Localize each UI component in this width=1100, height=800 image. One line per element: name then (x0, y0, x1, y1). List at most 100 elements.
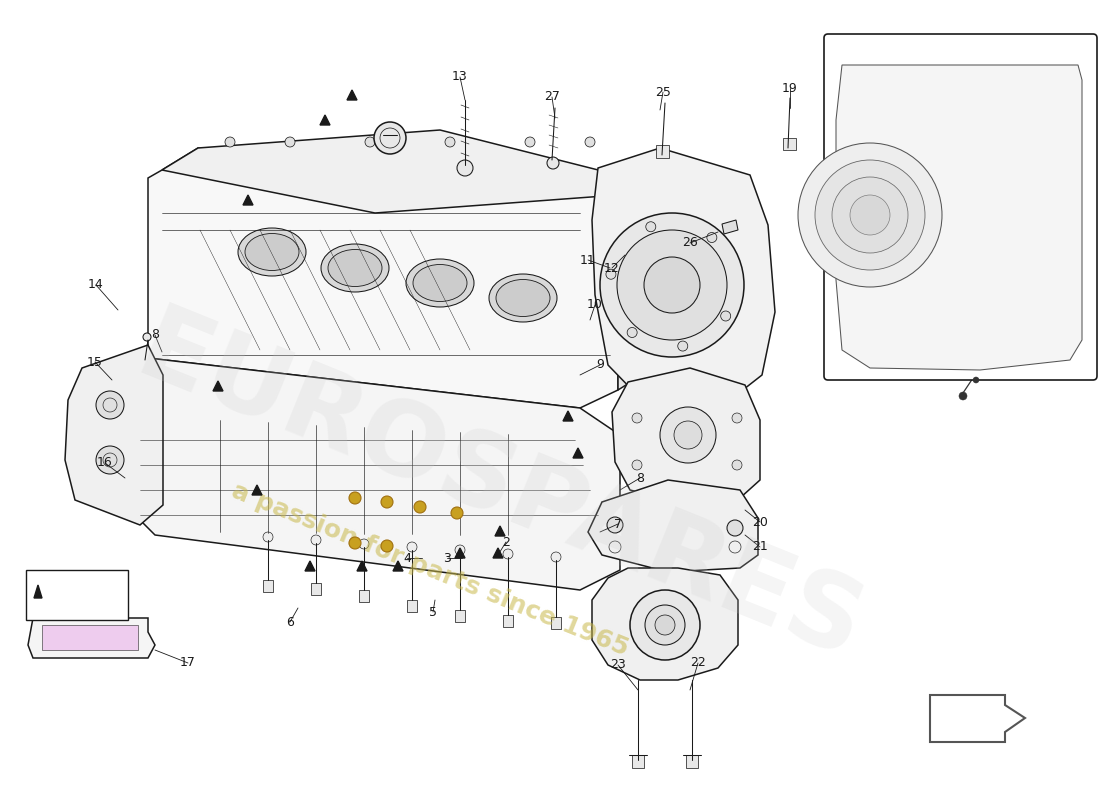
Text: 26: 26 (682, 237, 697, 250)
Polygon shape (359, 590, 369, 602)
Text: 17: 17 (180, 657, 196, 670)
Polygon shape (632, 755, 644, 768)
Circle shape (503, 549, 513, 559)
Polygon shape (618, 155, 650, 390)
Polygon shape (592, 148, 776, 408)
Text: EUROSPARES: EUROSPARES (123, 298, 877, 682)
Text: 21: 21 (752, 541, 768, 554)
Circle shape (96, 391, 124, 419)
Circle shape (456, 160, 473, 176)
Circle shape (143, 333, 151, 341)
Circle shape (381, 540, 393, 552)
Circle shape (455, 545, 465, 555)
FancyBboxPatch shape (26, 570, 128, 620)
Text: 4: 4 (403, 551, 411, 565)
Polygon shape (656, 145, 669, 158)
Text: 22: 22 (690, 657, 706, 670)
Polygon shape (592, 568, 738, 680)
Text: 11: 11 (580, 254, 596, 266)
Ellipse shape (245, 234, 299, 270)
Polygon shape (407, 600, 417, 612)
Circle shape (263, 532, 273, 542)
Circle shape (226, 137, 235, 147)
Text: 27: 27 (544, 90, 560, 103)
Ellipse shape (496, 279, 550, 317)
Circle shape (678, 341, 688, 351)
Ellipse shape (406, 259, 474, 307)
Circle shape (707, 233, 717, 242)
Polygon shape (503, 615, 513, 627)
Text: 10: 10 (587, 298, 603, 311)
Circle shape (660, 407, 716, 463)
Circle shape (585, 137, 595, 147)
Text: 12: 12 (604, 262, 620, 274)
Polygon shape (551, 617, 561, 629)
Polygon shape (455, 610, 465, 622)
Polygon shape (243, 195, 253, 205)
Circle shape (381, 496, 393, 508)
Circle shape (727, 520, 742, 536)
Text: 7: 7 (614, 518, 622, 530)
Polygon shape (148, 148, 618, 408)
Text: 14: 14 (88, 278, 103, 291)
Text: = 1: = 1 (68, 586, 90, 598)
Circle shape (732, 460, 742, 470)
Circle shape (349, 537, 361, 549)
Circle shape (654, 615, 675, 635)
Circle shape (349, 492, 361, 504)
Circle shape (617, 230, 727, 340)
Polygon shape (563, 411, 573, 421)
Circle shape (645, 605, 685, 645)
Text: 3: 3 (443, 551, 451, 565)
Circle shape (407, 542, 417, 552)
Text: 8: 8 (151, 329, 160, 342)
Circle shape (632, 413, 642, 423)
Circle shape (446, 137, 455, 147)
Circle shape (414, 501, 426, 513)
Circle shape (850, 195, 890, 235)
Polygon shape (358, 561, 367, 571)
Circle shape (607, 517, 623, 533)
Text: 5: 5 (429, 606, 437, 618)
Text: 40: 40 (1034, 311, 1049, 325)
Polygon shape (493, 548, 503, 558)
Circle shape (547, 157, 559, 169)
Circle shape (525, 137, 535, 147)
Circle shape (832, 177, 908, 253)
Polygon shape (393, 561, 403, 571)
Polygon shape (305, 561, 315, 571)
Circle shape (606, 270, 616, 279)
Text: 18: 18 (1034, 282, 1049, 294)
Ellipse shape (412, 265, 468, 302)
Circle shape (674, 421, 702, 449)
Circle shape (551, 552, 561, 562)
Text: 16: 16 (97, 457, 113, 470)
Text: 19: 19 (782, 82, 797, 94)
Polygon shape (686, 755, 698, 768)
FancyBboxPatch shape (824, 34, 1097, 380)
Circle shape (451, 507, 463, 519)
Text: 25: 25 (656, 86, 671, 98)
Circle shape (627, 327, 637, 338)
Circle shape (600, 213, 744, 357)
Circle shape (365, 137, 375, 147)
Polygon shape (130, 358, 620, 590)
Circle shape (646, 222, 656, 232)
Text: 24: 24 (1034, 251, 1049, 265)
Circle shape (720, 311, 730, 321)
Polygon shape (930, 695, 1025, 742)
Circle shape (311, 535, 321, 545)
Polygon shape (42, 625, 138, 650)
Text: a passion for parts since 1965: a passion for parts since 1965 (228, 479, 632, 661)
Circle shape (632, 460, 642, 470)
Circle shape (644, 257, 700, 313)
Polygon shape (783, 138, 796, 150)
Polygon shape (263, 580, 273, 592)
Polygon shape (28, 618, 155, 658)
Circle shape (630, 590, 700, 660)
Text: 8: 8 (636, 471, 644, 485)
Circle shape (359, 539, 369, 549)
Circle shape (974, 377, 979, 383)
Polygon shape (346, 90, 358, 100)
Polygon shape (455, 548, 465, 558)
